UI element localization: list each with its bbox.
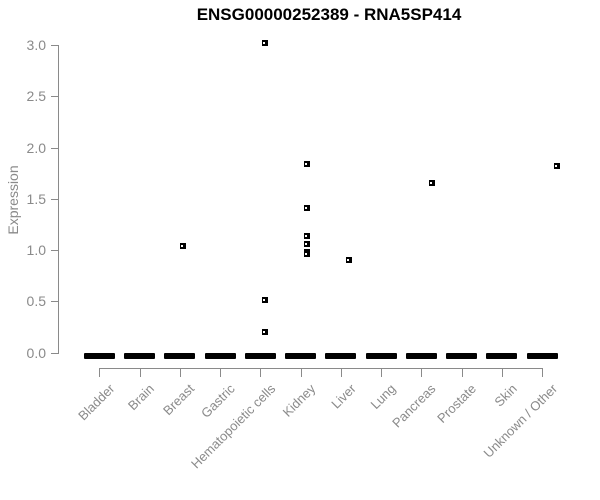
y-tick	[51, 250, 58, 252]
y-tick-label: 0.0	[26, 344, 46, 361]
x-tick	[139, 369, 141, 377]
x-tick	[461, 369, 463, 377]
x-tick-label: Breast	[160, 381, 198, 419]
x-tick-label: Unknown / Other	[480, 381, 560, 461]
x-tick-label: Gastric	[197, 381, 238, 421]
y-tick-label: 1.5	[26, 190, 46, 207]
y-tick	[51, 96, 58, 98]
x-axis-line	[99, 368, 543, 369]
x-tick	[260, 369, 262, 377]
data-point	[303, 251, 310, 258]
y-tick	[51, 198, 58, 200]
y-tick-label: 2.0	[26, 139, 46, 156]
data-point	[262, 297, 269, 304]
zero-cluster-dash	[405, 353, 437, 359]
zero-cluster-dash	[365, 353, 397, 359]
x-tick-label: Lung	[367, 381, 399, 413]
data-point	[429, 180, 436, 187]
x-tick-label: Liver	[327, 381, 359, 412]
y-tick	[51, 147, 58, 149]
y-tick-label: 0.5	[26, 293, 46, 310]
y-tick-label: 3.0	[26, 36, 46, 53]
data-point	[554, 163, 561, 170]
x-tick-label: Brain	[125, 381, 158, 414]
zero-cluster-dash	[164, 353, 196, 359]
zero-cluster-dash	[526, 353, 558, 359]
data-point	[262, 329, 269, 336]
x-tick	[381, 369, 383, 377]
zero-cluster-dash	[446, 353, 478, 359]
chart-title: ENSG00000252389 - RNA5SP414	[196, 5, 462, 24]
data-point	[179, 243, 186, 250]
x-tick-label: Pancreas	[389, 381, 439, 431]
y-tick-label: 2.5	[26, 88, 46, 105]
y-axis-line	[58, 45, 59, 354]
zero-cluster-dash	[124, 353, 156, 359]
x-tick-label: Skin	[491, 381, 520, 410]
zero-cluster-dash	[325, 353, 357, 359]
zero-cluster-dash	[204, 353, 236, 359]
data-point	[345, 257, 352, 264]
x-tick	[300, 369, 302, 377]
data-point	[303, 232, 310, 239]
x-tick	[220, 369, 222, 377]
zero-cluster-dash	[486, 353, 518, 359]
zero-cluster-dash	[285, 353, 317, 359]
x-tick	[542, 369, 544, 377]
zero-cluster-dash	[83, 353, 115, 359]
y-tick	[51, 352, 58, 354]
x-tick	[179, 369, 181, 377]
x-tick-label: Kidney	[279, 381, 319, 420]
x-tick	[501, 369, 503, 377]
data-point	[303, 160, 310, 167]
x-tick-label: Prostate	[434, 381, 480, 426]
x-tick	[340, 369, 342, 377]
y-tick	[51, 301, 58, 303]
data-point	[262, 39, 269, 46]
data-point	[303, 240, 310, 247]
x-tick	[421, 369, 423, 377]
y-tick	[51, 44, 58, 46]
x-tick-label: Bladder	[74, 381, 117, 424]
y-tick-label: 1.0	[26, 242, 46, 259]
data-point	[303, 205, 310, 212]
x-tick	[99, 369, 101, 377]
zero-cluster-dash	[244, 353, 276, 359]
